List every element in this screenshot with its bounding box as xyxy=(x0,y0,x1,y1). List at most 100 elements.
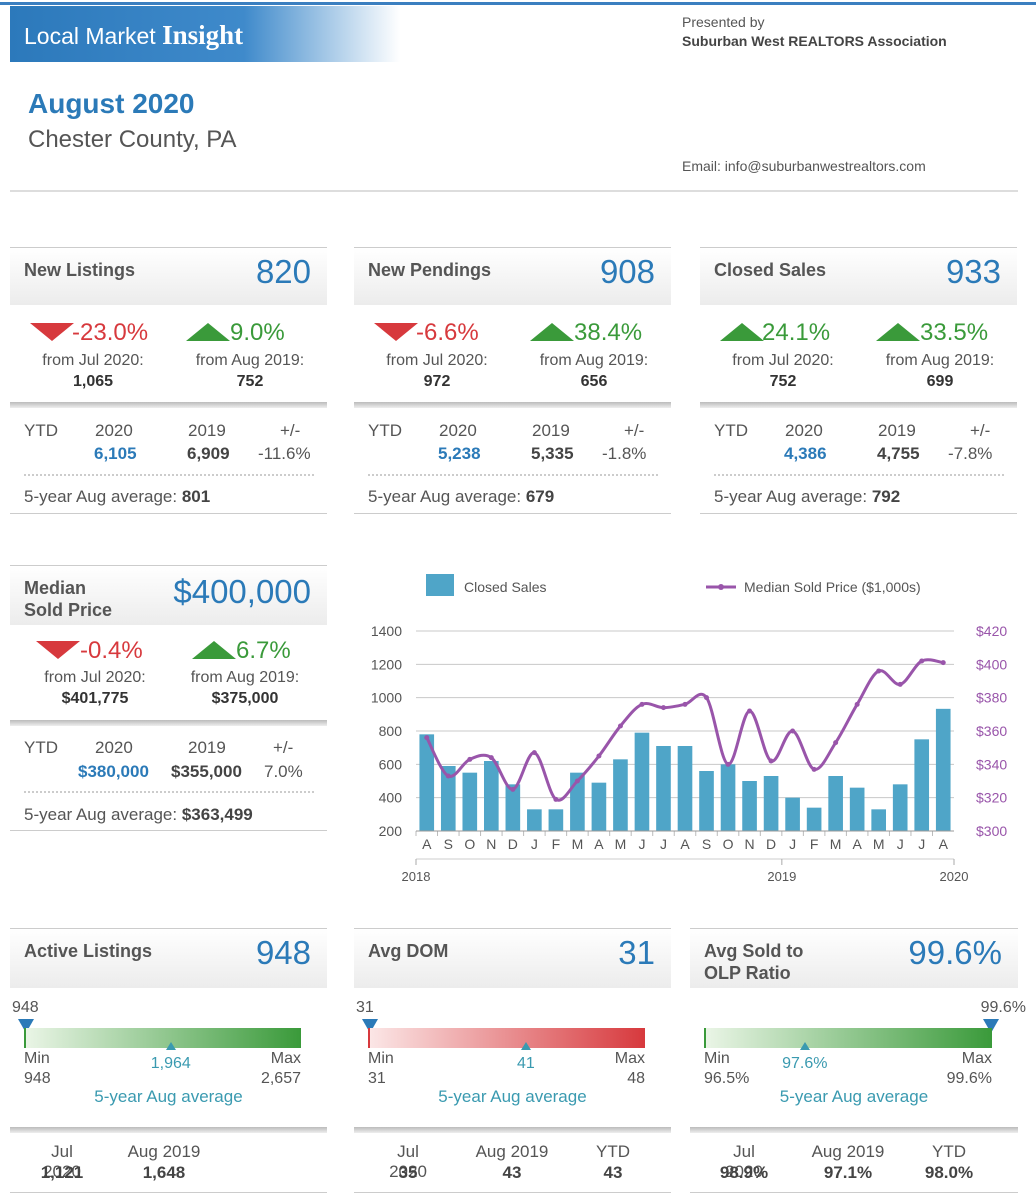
period-3-label: YTD xyxy=(596,1142,630,1161)
ytd-value-current: 5,238 xyxy=(438,444,481,463)
bar-closed-sales xyxy=(548,809,564,831)
max-label: Max xyxy=(614,1050,645,1067)
y2-tick-label: $420 xyxy=(976,623,1007,639)
card-divider xyxy=(10,402,327,408)
card-divider xyxy=(354,1127,671,1133)
bar-closed-sales xyxy=(419,734,435,831)
change-year: 6.7% xyxy=(236,637,291,664)
x-tick-label: D xyxy=(508,836,518,852)
bar-closed-sales xyxy=(527,809,542,831)
year-label: 2020 xyxy=(940,869,969,884)
change-month: -0.4% xyxy=(80,637,143,664)
header-divider xyxy=(10,190,1018,192)
current-marker-icon xyxy=(983,1019,999,1033)
x-tick-label: M xyxy=(572,836,584,852)
point-median-price xyxy=(639,701,645,707)
top-rule xyxy=(0,2,1036,5)
max-value: 2,657 xyxy=(260,1070,301,1087)
card-title: Active Listings xyxy=(24,941,153,961)
average-marker-icon xyxy=(165,1042,176,1050)
min-label: Min xyxy=(24,1050,50,1067)
down-arrow-icon xyxy=(36,641,80,659)
point-median-price xyxy=(531,750,537,756)
ytd-year-prior: 2019 xyxy=(878,421,916,440)
ytd-value-prior: $355,000 xyxy=(171,762,242,781)
card-bottom-line xyxy=(10,830,327,831)
contact-email: Email: info@suburbanwestrealtors.com xyxy=(682,158,926,174)
card-bottom-line xyxy=(700,513,1017,514)
dotted-divider xyxy=(24,791,314,793)
change-year-detail: from Aug 2019: $375,000 xyxy=(190,669,300,707)
combo-chart: Closed Sales Median Sold Price ($1,000s) 1… xyxy=(354,565,1018,885)
change-year-detail: from Aug 2019: 752 xyxy=(195,352,305,390)
median-price-card: Median Sold Price $400,000 -0.4% 6.7% fro… xyxy=(10,565,327,835)
title-banner: Local Market Insight xyxy=(10,6,400,62)
point-median-price xyxy=(704,695,710,701)
card-header xyxy=(10,247,327,305)
point-median-price xyxy=(876,668,882,674)
bar-closed-sales xyxy=(462,772,478,831)
period-2-value: 97.1% xyxy=(823,1163,873,1182)
y-tick-label: 800 xyxy=(379,723,403,739)
bar-closed-sales xyxy=(914,739,930,831)
ytd-label: YTD xyxy=(714,421,748,440)
bar-closed-sales xyxy=(785,797,800,831)
point-median-price xyxy=(854,701,860,707)
min-value: 948 xyxy=(24,1070,51,1087)
point-median-price xyxy=(682,701,688,707)
five-year-average: 5-year Aug average: 792 xyxy=(714,487,901,506)
point-median-price xyxy=(811,766,817,772)
x-tick-label: A xyxy=(852,836,862,852)
report-county: Chester County, PA xyxy=(28,126,237,153)
period-3-value: 98.0% xyxy=(924,1163,974,1182)
bar-closed-sales xyxy=(613,759,628,831)
bar-closed-sales xyxy=(505,784,521,831)
ytd-year-current: 2020 xyxy=(785,421,823,440)
average-value: 1,964 xyxy=(150,1055,191,1072)
bar-closed-sales xyxy=(699,771,714,831)
legend-median-price: Median Sold Price ($1,000s) xyxy=(744,579,921,595)
bar-closed-sales xyxy=(720,764,736,831)
bar-closed-sales xyxy=(742,781,757,831)
point-median-price xyxy=(574,778,580,784)
point-median-price xyxy=(940,660,946,666)
card-value: 908 xyxy=(599,253,655,290)
card-title: Avg Sold to OLP Ratio xyxy=(704,941,804,983)
card-title: New Pendings xyxy=(368,260,492,280)
ytd-year-current: 2020 xyxy=(95,738,133,757)
y2-tick-label: $300 xyxy=(976,823,1007,839)
presented-label: Presented by xyxy=(682,14,765,30)
x-tick-label: N xyxy=(486,836,496,852)
ytd-value-current: $380,000 xyxy=(78,762,149,781)
ytd-value-current: 4,386 xyxy=(784,444,827,463)
max-label: Max xyxy=(961,1050,992,1067)
period-2-label: Aug 2019 xyxy=(811,1142,885,1161)
point-median-price xyxy=(553,796,559,802)
title-bold: Insight xyxy=(162,20,244,50)
x-tick-label: N xyxy=(744,836,754,852)
change-year: 38.4% xyxy=(574,319,643,346)
bar-closed-sales xyxy=(806,807,822,831)
card-title: Avg DOM xyxy=(368,941,449,961)
point-median-price xyxy=(725,761,731,767)
chart-svg: Closed Sales Median Sold Price ($1,000s) 1… xyxy=(371,574,1007,884)
new-pendings-card: New Pendings 908 -6.6% 38.4% from Jul 20… xyxy=(354,247,671,515)
card-divider xyxy=(10,1127,327,1133)
max-value: 99.6% xyxy=(946,1070,992,1087)
change-month: 24.1% xyxy=(762,319,831,346)
period-2-value: 1,648 xyxy=(142,1163,186,1182)
point-median-price xyxy=(445,773,451,779)
x-tick-label: J xyxy=(660,836,667,852)
dotted-divider xyxy=(714,474,1004,476)
presented-by: Presented by Suburban West REALTORS Asso… xyxy=(682,13,947,51)
change-month-detail: from Jul 2020: 752 xyxy=(732,352,834,390)
change-month-detail: from Jul 2020: 972 xyxy=(386,352,488,390)
point-median-price xyxy=(768,758,774,764)
range-bar xyxy=(24,1028,301,1048)
card-value: 933 xyxy=(945,253,1001,290)
period-1-value: 1,121 xyxy=(40,1163,84,1182)
legend-bar-swatch xyxy=(426,574,454,596)
ytd-diff-label: +/- xyxy=(970,421,991,440)
bar-closed-sales xyxy=(591,782,607,831)
y-tick-label: 200 xyxy=(379,823,403,839)
